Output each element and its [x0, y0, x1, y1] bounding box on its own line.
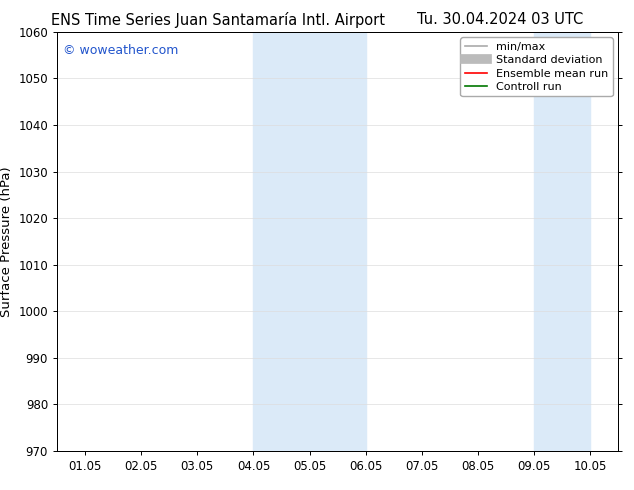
Text: ENS Time Series Juan Santamaría Intl. Airport: ENS Time Series Juan Santamaría Intl. Ai… [51, 12, 385, 28]
Bar [254, 32, 309, 451]
Bar [309, 32, 366, 451]
Text: © woweather.com: © woweather.com [63, 45, 178, 57]
Legend: min/max, Standard deviation, Ensemble mean run, Controll run: min/max, Standard deviation, Ensemble me… [460, 37, 612, 97]
Y-axis label: Surface Pressure (hPa): Surface Pressure (hPa) [0, 166, 13, 317]
Bar [534, 32, 590, 451]
Text: Tu. 30.04.2024 03 UTC: Tu. 30.04.2024 03 UTC [417, 12, 583, 27]
